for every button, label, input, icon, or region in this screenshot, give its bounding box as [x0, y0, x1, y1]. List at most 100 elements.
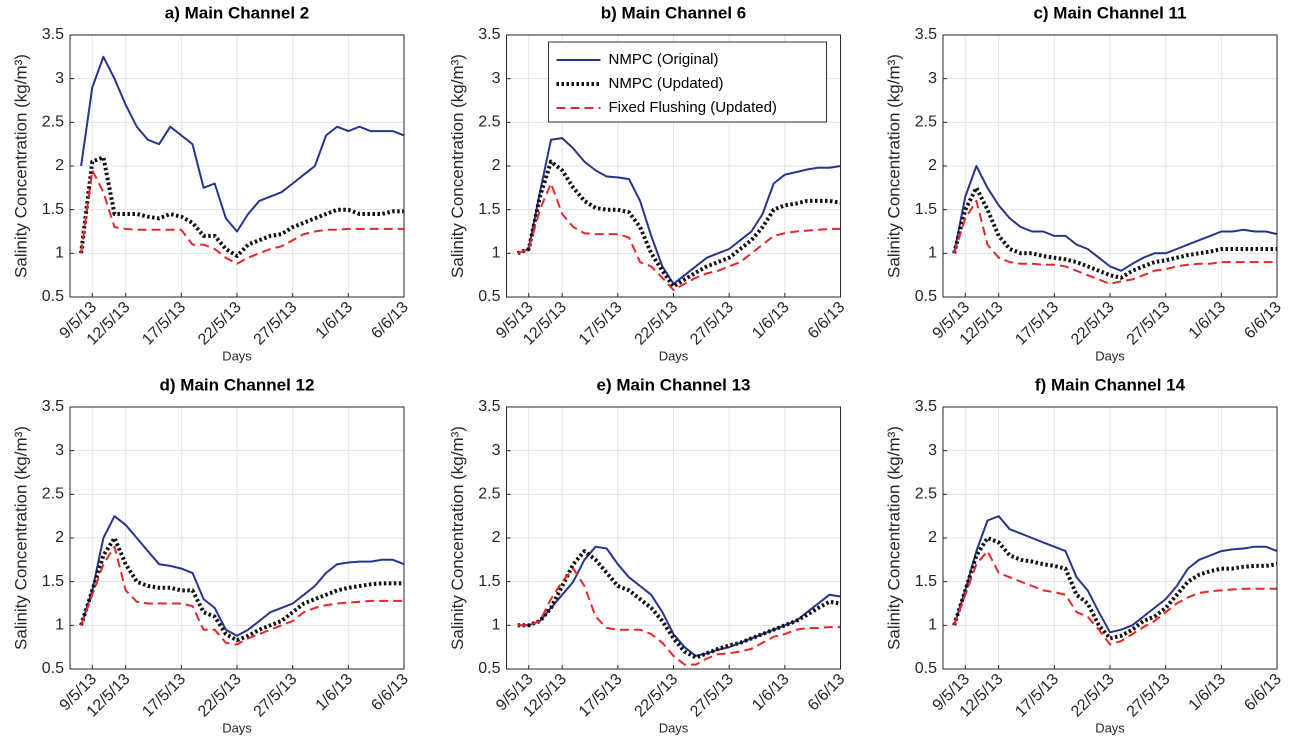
- x-tick-label: 6/6/13: [805, 299, 849, 343]
- series-line: [952, 185, 1277, 280]
- x-tick-label: 17/5/13: [576, 299, 626, 349]
- y-tick-label: 2: [928, 529, 937, 546]
- y-tick-label: 0.5: [915, 660, 937, 677]
- axes-box: [506, 406, 841, 670]
- y-tick-label: 1.5: [478, 201, 500, 218]
- axes-box: [69, 34, 405, 298]
- y-tick-label: 3.5: [478, 398, 500, 415]
- y-tick-label: 0.5: [478, 660, 500, 677]
- y-tick-label: 3.5: [42, 398, 64, 415]
- x-tick-label: 27/5/13: [251, 299, 301, 349]
- legend-label: NMPC (Original): [609, 51, 719, 68]
- x-axis-label: Days: [1095, 348, 1125, 363]
- y-tick-label: 2.5: [915, 114, 937, 131]
- series-line: [952, 536, 1278, 641]
- y-tick-label: 2: [492, 529, 501, 546]
- y-tick-label: 1.5: [42, 201, 64, 218]
- x-tick-label: 22/5/13: [195, 671, 245, 721]
- series-line: [517, 567, 841, 666]
- legend-label: NMPC (Updated): [609, 75, 724, 92]
- y-axis-label: Salinity Concentration (kg/m³): [11, 54, 30, 278]
- x-tick-label: 17/5/13: [139, 671, 189, 721]
- y-axis-label: Salinity Concentration (kg/m³): [448, 54, 467, 278]
- y-tick-label: 1.5: [915, 573, 937, 590]
- x-axis-label: Days: [659, 348, 689, 363]
- x-tick-label: 6/6/13: [368, 299, 412, 343]
- y-tick-label: 0.5: [42, 288, 64, 305]
- y-tick-label: 0.5: [915, 288, 937, 305]
- series-line: [80, 55, 405, 233]
- x-tick-label: 6/6/13: [1241, 299, 1285, 343]
- x-tick-label: 1/6/13: [749, 671, 793, 715]
- series-line: [953, 550, 1277, 646]
- y-tick-label: 3.5: [915, 398, 937, 415]
- y-tick-label: 0.5: [42, 660, 64, 677]
- y-tick-label: 1: [492, 617, 501, 634]
- y-tick-label: 2.5: [915, 486, 937, 503]
- y-tick-label: 3.5: [915, 26, 937, 43]
- series-line: [517, 137, 841, 285]
- x-axis-label: Days: [222, 348, 252, 363]
- series-line: [80, 169, 404, 265]
- x-tick-label: 27/5/13: [1124, 671, 1174, 721]
- y-tick-label: 2.5: [42, 114, 64, 131]
- x-tick-label: 22/5/13: [632, 299, 682, 349]
- series-line: [516, 159, 841, 289]
- chart-title: a) Main Channel 2: [165, 3, 310, 22]
- series-line: [953, 165, 1278, 272]
- chart-title: c) Main Channel 11: [1033, 3, 1186, 22]
- y-tick-label: 1.5: [478, 573, 500, 590]
- legend-box: [548, 41, 827, 123]
- y-tick-label: 1: [492, 245, 501, 262]
- x-axis-label: Days: [659, 720, 689, 735]
- series-line: [80, 515, 405, 637]
- chart-title: e) Main Channel 13: [597, 375, 751, 394]
- legend-label: Fixed Flushing (Updated): [609, 99, 777, 116]
- y-tick-label: 1.5: [915, 201, 937, 218]
- y-tick-label: 1: [55, 617, 64, 634]
- y-tick-label: 2.5: [478, 114, 500, 131]
- series-line: [517, 545, 841, 657]
- series-line: [517, 182, 841, 291]
- y-tick-label: 2: [928, 157, 937, 174]
- x-tick-label: 22/5/13: [632, 671, 682, 721]
- axes-box: [942, 406, 1278, 670]
- y-tick-label: 2.5: [478, 486, 500, 503]
- axes-box: [506, 34, 841, 298]
- series-line: [80, 545, 404, 646]
- y-tick-label: 3: [928, 442, 937, 459]
- y-axis-label: Salinity Concentration (kg/m³): [884, 54, 903, 278]
- y-tick-label: 0.5: [478, 288, 500, 305]
- chart-title: d) Main Channel 12: [160, 375, 315, 394]
- x-tick-label: 27/5/13: [687, 299, 737, 349]
- y-tick-label: 3: [55, 70, 64, 87]
- chart-title: f) Main Channel 14: [1035, 375, 1186, 394]
- x-tick-label: 27/5/13: [1124, 299, 1174, 349]
- series-line: [79, 536, 404, 643]
- x-tick-label: 22/5/13: [1068, 671, 1118, 721]
- x-tick-label: 17/5/13: [1012, 299, 1062, 349]
- x-tick-label: 27/5/13: [687, 671, 737, 721]
- x-tick-label: 6/6/13: [805, 671, 849, 715]
- x-tick-label: 22/5/13: [195, 299, 245, 349]
- x-tick-label: 6/6/13: [1241, 671, 1285, 715]
- y-tick-label: 1: [55, 245, 64, 262]
- y-tick-label: 2: [492, 157, 501, 174]
- y-tick-label: 1: [928, 245, 937, 262]
- y-tick-label: 3.5: [478, 26, 500, 43]
- x-tick-label: 1/6/13: [1186, 671, 1230, 715]
- chart-title: b) Main Channel 6: [601, 3, 746, 22]
- series-line: [517, 549, 841, 660]
- y-tick-label: 2: [55, 529, 64, 546]
- y-tick-label: 3: [928, 70, 937, 87]
- x-tick-label: 17/5/13: [576, 671, 626, 721]
- y-tick-label: 3: [492, 442, 501, 459]
- y-tick-label: 2: [55, 157, 64, 174]
- axes-box: [942, 34, 1278, 298]
- x-tick-label: 17/5/13: [139, 299, 189, 349]
- x-axis-label: Days: [1095, 720, 1125, 735]
- y-axis-label: Salinity Concentration (kg/m³): [11, 426, 30, 650]
- x-axis-label: Days: [222, 720, 252, 735]
- x-tick-label: 1/6/13: [313, 299, 357, 343]
